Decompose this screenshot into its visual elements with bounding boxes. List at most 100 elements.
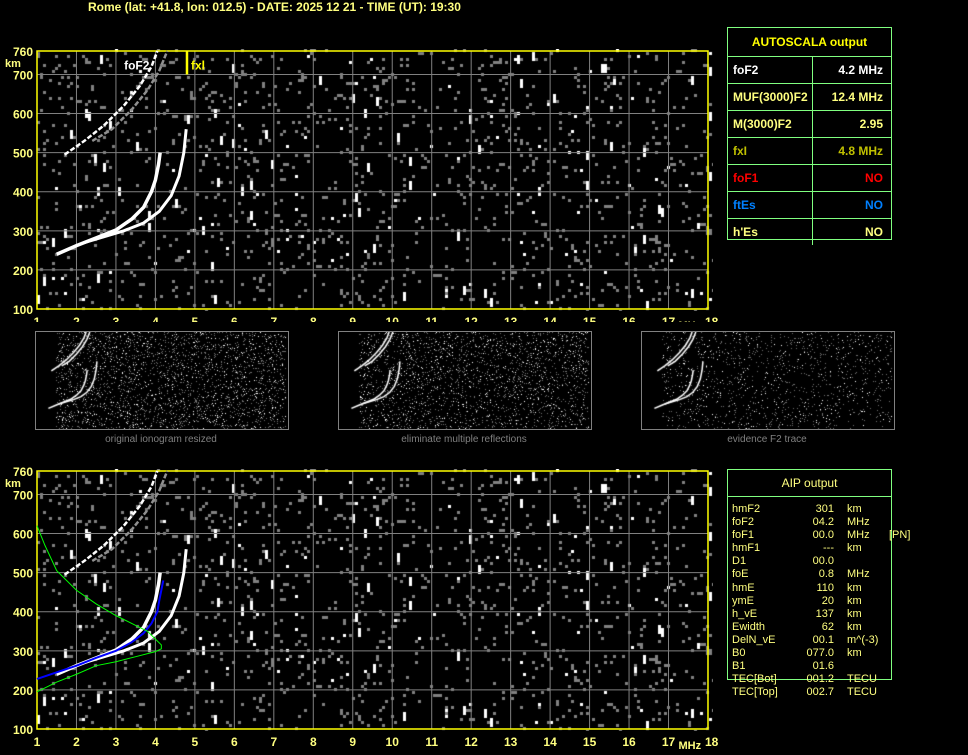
aip-unit: MHz xyxy=(847,516,870,529)
ionogram-plot-aip: 1 2 3 4 5 6 7 8 9 10 11 12 13 14 15 16 17 181002003004005… xyxy=(5,465,719,752)
x-tick-label: 9 xyxy=(349,735,356,749)
aip-value: 04.2 xyxy=(812,516,834,529)
ionogram-plot-autoscala: 1 2 3 4 5 6 7 8 9 10 11 12 13 14 15 16 17 181002003004005… xyxy=(5,45,719,322)
autoscala-value: NO xyxy=(865,225,883,239)
autoscala-value: 2.95 xyxy=(859,117,883,131)
aip-value: 002.7 xyxy=(806,686,834,699)
y-tick-label: 400 xyxy=(13,606,33,620)
y-axis-label: km xyxy=(5,58,21,70)
x-tick-label: 8 xyxy=(310,315,317,322)
aip-row: hmF1 --- km xyxy=(732,542,910,555)
annotation-fxl: fxl xyxy=(191,59,205,73)
second-hop-x xyxy=(91,50,169,142)
x-tick-label: 15 xyxy=(583,735,597,749)
y-tick-label: 500 xyxy=(13,147,33,161)
x-tick-label: 5 xyxy=(192,315,199,322)
x-tick-label: 4 xyxy=(152,315,159,322)
x-tick-label: 17 xyxy=(662,735,676,749)
aip-param: DelN_vE xyxy=(732,633,776,646)
aip-value: 137 xyxy=(815,607,834,620)
autoscala-output-table: AUTOSCALA output foF2 4.2 MHz MUF(3000)F2 1… xyxy=(727,27,892,245)
x-axis-label: MHz xyxy=(679,740,702,752)
x-tick-label: 13 xyxy=(504,315,518,322)
y-tick-label: 700 xyxy=(13,488,33,502)
second-hop-o xyxy=(63,50,159,156)
aip-param: foE xyxy=(732,568,749,581)
x-tick-label: 1 xyxy=(34,315,41,322)
aip-unit: TECU xyxy=(847,673,877,686)
x-tick-label: 2 xyxy=(73,735,80,749)
annotation-fof2: foF2 xyxy=(124,59,150,73)
aip-unit: m^(-3) xyxy=(847,633,879,646)
second-hop-x xyxy=(91,470,169,562)
aip-value: 00.1 xyxy=(812,633,834,646)
thumbnail-label: original ionogram resized xyxy=(105,434,217,445)
x-tick-label: 7 xyxy=(270,735,277,749)
x-tick-label: 18 xyxy=(705,315,719,322)
aip-param: B0 xyxy=(732,647,746,660)
aip-param: D1 xyxy=(732,555,747,568)
aip-unit: km xyxy=(847,620,862,633)
autoscala-row: fxI 4.8 MHz xyxy=(728,137,891,164)
y-tick-label: 400 xyxy=(13,186,33,200)
aip-unit: km xyxy=(847,647,862,660)
aip-output-table: AIP output xyxy=(727,469,892,680)
x-tick-label: 8 xyxy=(310,735,317,749)
aip-row: h_vE 137 km xyxy=(732,608,910,621)
aip-value: 00.0 xyxy=(812,529,834,542)
x-tick-label: 9 xyxy=(349,315,356,322)
aip-param: B1 xyxy=(732,660,746,673)
autoscala-key: fxI xyxy=(728,138,813,164)
x-trace xyxy=(83,549,188,664)
aip-value: 301 xyxy=(815,503,834,515)
x-tick-label: 13 xyxy=(504,735,518,749)
y-tick-label: 300 xyxy=(13,225,33,239)
autoscala-key: h'Es xyxy=(728,219,813,245)
autoscala-row: h'Es NO xyxy=(728,218,891,245)
aip-value: 00.0 xyxy=(812,555,834,568)
x-tick-label: 3 xyxy=(113,735,120,749)
aip-row: hmE 110 km xyxy=(732,582,910,595)
x-tick-label: 16 xyxy=(622,735,636,749)
autoscala-row: M(3000)F2 2.95 xyxy=(728,110,891,137)
aip-row: DelN_vE 00.1 m^(-3) xyxy=(732,634,910,647)
noise-background xyxy=(37,469,713,731)
electron-density-profile xyxy=(36,525,162,693)
aip-param: hmE xyxy=(732,581,755,594)
aip-row: TEC[Top] 002.7 TECU xyxy=(732,686,910,699)
x-tick-label: 3 xyxy=(113,315,120,322)
y-axis-label: km xyxy=(5,478,21,490)
o-trace xyxy=(56,572,162,676)
autoscala-key: MUF(3000)F2 xyxy=(728,84,813,110)
x-tick-label: 15 xyxy=(583,315,597,322)
aip-value: 20 xyxy=(821,594,834,607)
aip-row: hmF2 301 km xyxy=(732,503,910,516)
y-tick-label: 200 xyxy=(13,684,33,698)
x-tick-label: 2 xyxy=(73,315,80,322)
aip-param: hmF1 xyxy=(732,542,761,555)
aip-value: 0.8 xyxy=(818,568,834,581)
autoscala-row: MUF(3000)F2 12.4 MHz xyxy=(728,83,891,110)
aip-value: 077.0 xyxy=(806,647,834,660)
aip-row: TEC[Bot] 001.2 TECU xyxy=(732,673,910,686)
second-hop-o xyxy=(63,470,159,576)
x-tick-label: 6 xyxy=(231,735,238,749)
aip-title: AIP output xyxy=(728,470,891,497)
x-tick-label: 1 xyxy=(34,735,41,749)
x-tick-label: 10 xyxy=(386,315,400,322)
x-tick-label: 17 xyxy=(662,315,676,322)
y-tick-label: 300 xyxy=(13,645,33,659)
noise-background xyxy=(37,49,713,311)
y-tick-label: 760 xyxy=(13,45,33,59)
aip-unit: MHz xyxy=(847,568,870,581)
y-tick-label: 600 xyxy=(13,108,33,122)
x-tick-label: 14 xyxy=(543,735,557,749)
o-trace xyxy=(56,152,162,256)
autoscala-key: M(3000)F2 xyxy=(728,111,813,137)
aip-row: foE 0.8 MHz xyxy=(732,568,910,581)
y-tick-label: 200 xyxy=(13,264,33,278)
aip-unit: km xyxy=(847,542,862,555)
autoscala-value: 4.8 MHz xyxy=(838,144,883,158)
aip-unit: km xyxy=(847,594,862,607)
x-tick-label: 7 xyxy=(270,315,277,322)
